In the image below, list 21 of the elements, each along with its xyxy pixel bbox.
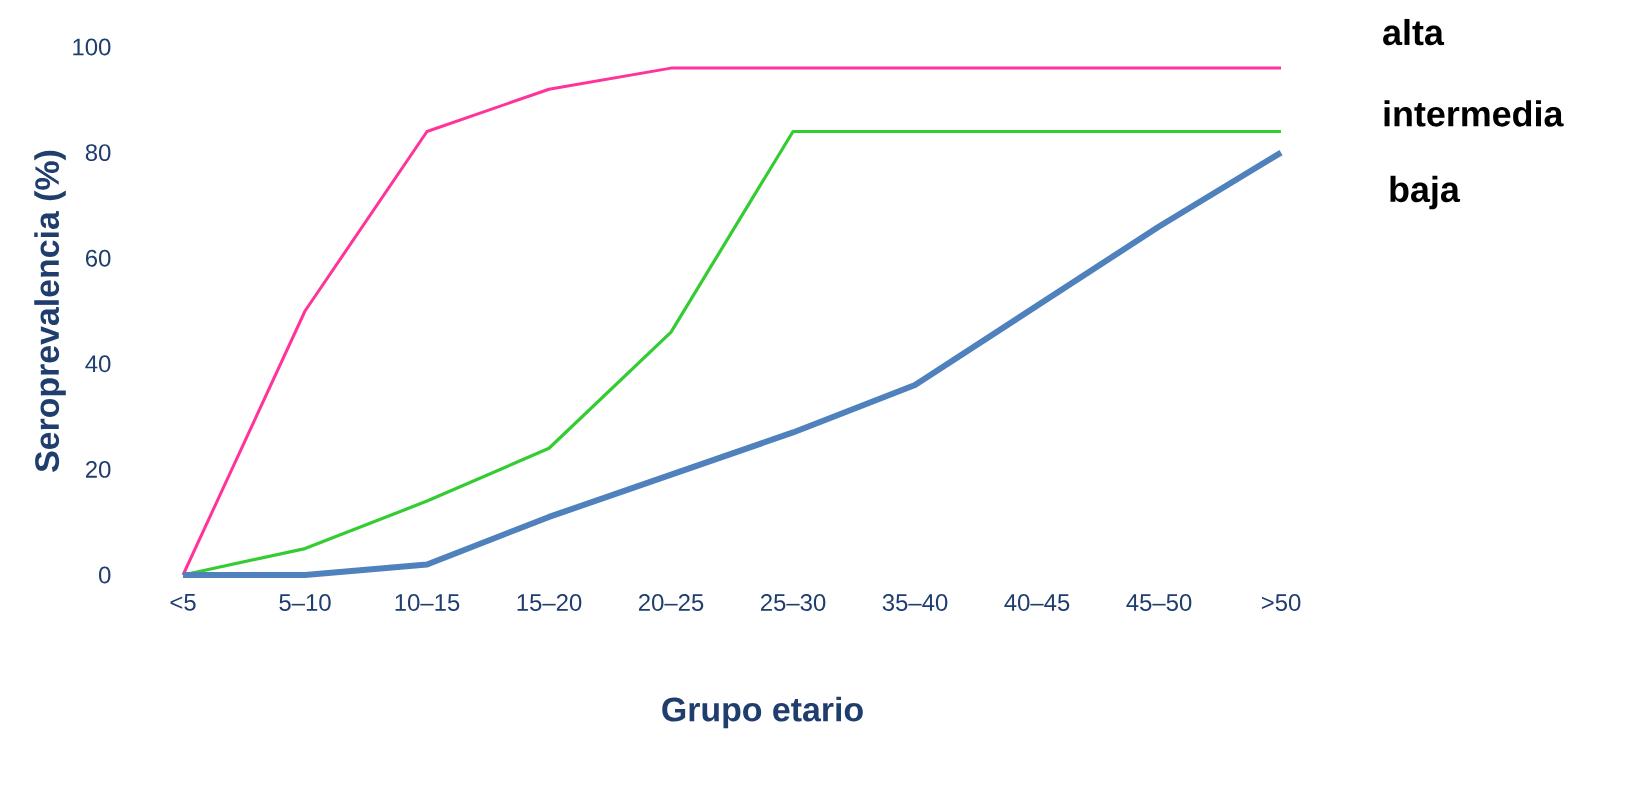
x-tick-label: 20–25 (638, 594, 704, 611)
text: baja (1390, 175, 1461, 210)
y-tick-label: 60 (85, 249, 111, 267)
y-tick-label: 80 (85, 144, 111, 162)
x-tick-label: 45–50 (1126, 594, 1192, 611)
x-tick-label: >50 (1261, 594, 1301, 611)
x-axis-title: Grupo etario (662, 696, 863, 729)
x-tick-label: <5 (170, 594, 196, 611)
y-tick-label: 40 (85, 355, 111, 373)
y-tick-label: 0 (99, 566, 111, 584)
y-tick-label: 20 (85, 460, 111, 478)
x-tick-label: 25–30 (760, 594, 826, 611)
text: intermedia (1384, 100, 1564, 127)
x-tick-label: 40–45 (1004, 594, 1070, 611)
text: alta (1383, 18, 1445, 46)
x-tick-label: 5–10 (279, 594, 331, 611)
y-axis-title: Seroprevalencia (%) (34, 150, 66, 472)
x-tick-label: 10–15 (395, 594, 460, 611)
y-tick-label: 100 (73, 38, 111, 56)
x-tick-label: 15–20 (517, 594, 582, 611)
x-tick-label: 35–40 (882, 594, 948, 611)
